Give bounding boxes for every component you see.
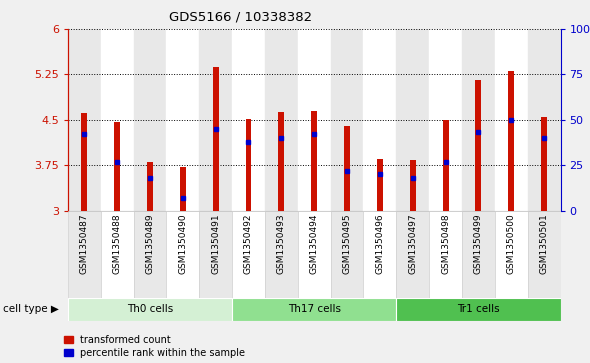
Bar: [330, 29, 363, 211]
Bar: [377, 159, 383, 211]
Bar: [298, 211, 330, 299]
Bar: [462, 29, 495, 211]
Bar: [166, 211, 199, 299]
Bar: [508, 72, 514, 211]
Bar: [133, 211, 166, 299]
Bar: [527, 211, 560, 299]
Text: GSM1350491: GSM1350491: [211, 213, 220, 274]
Bar: [409, 160, 416, 211]
Bar: [199, 211, 232, 299]
Bar: [265, 29, 298, 211]
Text: GSM1350501: GSM1350501: [540, 213, 549, 274]
Text: Tr1 cells: Tr1 cells: [457, 305, 500, 314]
Text: GSM1350489: GSM1350489: [146, 213, 155, 274]
Bar: [429, 29, 462, 211]
Bar: [363, 29, 396, 211]
Bar: [101, 29, 133, 211]
Bar: [232, 29, 265, 211]
Text: GSM1350490: GSM1350490: [178, 213, 187, 274]
Bar: [344, 126, 350, 211]
Text: cell type ▶: cell type ▶: [3, 304, 59, 314]
Bar: [278, 112, 284, 211]
Bar: [396, 211, 429, 299]
Bar: [442, 120, 448, 211]
Bar: [232, 211, 265, 299]
Bar: [166, 29, 199, 211]
Bar: [311, 111, 317, 211]
Bar: [265, 211, 298, 299]
Bar: [476, 81, 481, 211]
Bar: [429, 211, 462, 299]
Text: GSM1350493: GSM1350493: [277, 213, 286, 274]
Bar: [495, 29, 527, 211]
Text: GSM1350497: GSM1350497: [408, 213, 417, 274]
Bar: [101, 211, 133, 299]
Text: Th17 cells: Th17 cells: [288, 305, 340, 314]
Bar: [298, 29, 330, 211]
Bar: [68, 298, 232, 321]
Bar: [212, 66, 219, 211]
Bar: [330, 211, 363, 299]
Text: GDS5166 / 10338382: GDS5166 / 10338382: [169, 11, 312, 24]
Bar: [495, 211, 527, 299]
Bar: [396, 29, 429, 211]
Bar: [462, 211, 495, 299]
Text: GSM1350494: GSM1350494: [310, 213, 319, 274]
Text: GSM1350488: GSM1350488: [113, 213, 122, 274]
Bar: [68, 211, 101, 299]
Bar: [245, 119, 251, 211]
Text: Th0 cells: Th0 cells: [127, 305, 173, 314]
Bar: [147, 162, 153, 211]
Bar: [133, 29, 166, 211]
Text: GSM1350499: GSM1350499: [474, 213, 483, 274]
Bar: [81, 113, 87, 211]
Bar: [68, 29, 101, 211]
Bar: [541, 117, 547, 211]
Legend: transformed count, percentile rank within the sample: transformed count, percentile rank withi…: [64, 335, 245, 358]
Text: GSM1350492: GSM1350492: [244, 213, 253, 274]
Text: GSM1350495: GSM1350495: [343, 213, 352, 274]
Text: GSM1350500: GSM1350500: [507, 213, 516, 274]
Bar: [180, 167, 186, 211]
Bar: [232, 298, 396, 321]
Bar: [396, 298, 560, 321]
Bar: [199, 29, 232, 211]
Bar: [363, 211, 396, 299]
Text: GSM1350496: GSM1350496: [375, 213, 384, 274]
Text: GSM1350498: GSM1350498: [441, 213, 450, 274]
Bar: [114, 122, 120, 211]
Bar: [527, 29, 560, 211]
Text: GSM1350487: GSM1350487: [80, 213, 88, 274]
